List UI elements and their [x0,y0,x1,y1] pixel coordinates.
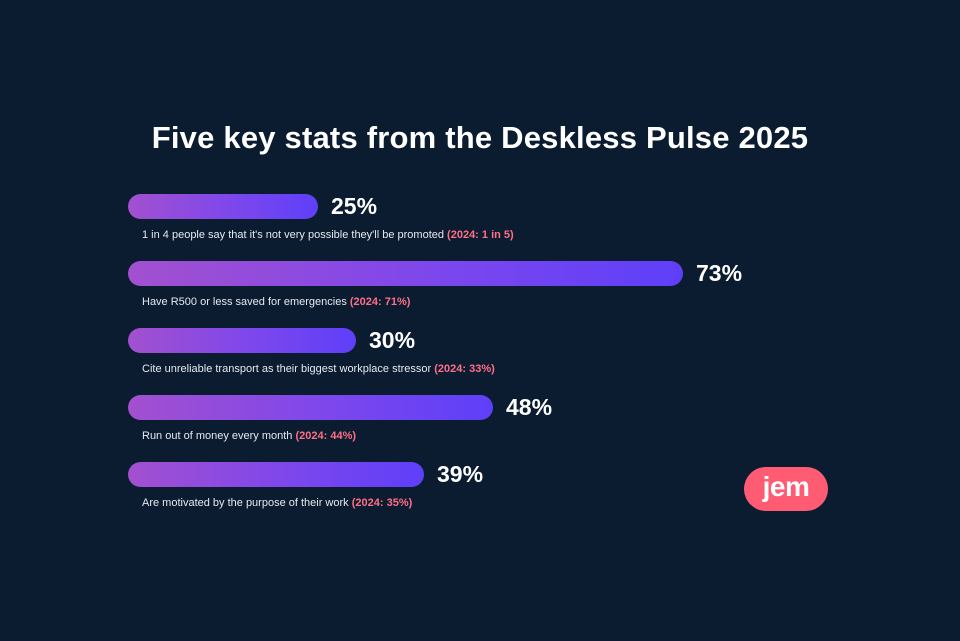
bar [128,462,424,487]
bar [128,395,493,420]
bar-line: 48% [128,394,553,420]
previous-year-value: (2024: 44%) [295,430,357,442]
stat-description: Cite unreliable transport as their bigge… [142,363,495,375]
stat-description: 1 in 4 people say that it's not very pos… [142,229,514,241]
description-text: Are motivated by the purpose of their wo… [142,497,349,509]
value-label: 73% [696,260,743,286]
value-label: 30% [369,327,416,353]
bar [128,194,318,219]
stat-row: 73% Have R500 or less saved for emergenci… [128,260,828,321]
chart-title: Five key stats from the Deskless Pulse 2… [151,120,809,155]
value-label: 25% [331,193,378,219]
stat-row: 30% Cite unreliable transport as their bi… [128,327,828,388]
stat-description: Run out of money every month (2024: 44%) [142,430,356,442]
stat-row: 39% Are motivated by the purpose of their… [128,461,828,522]
stat-description: Are motivated by the purpose of their wo… [142,497,412,509]
bar [128,261,683,286]
bar [128,328,356,353]
value-label: 39% [437,461,484,487]
stat-description: Have R500 or less saved for emergencies … [142,296,410,308]
description-text: Have R500 or less saved for emergencies [142,296,347,308]
bar-line: 39% [128,461,484,487]
stat-row: 25% 1 in 4 people say that it's not very … [128,193,828,254]
bar-line: 73% [128,260,743,286]
jem-logo: jem [744,467,828,511]
previous-year-value: (2024: 35%) [351,497,413,509]
previous-year-value: (2024: 71%) [349,296,411,308]
bar-line: 30% [128,327,416,353]
description-text: Run out of money every month [142,430,293,442]
description-text: Cite unreliable transport as their bigge… [142,363,432,375]
previous-year-value: (2024: 1 in 5) [447,229,514,241]
stat-row: 48% Run out of money every month (2024: 4… [128,394,828,455]
previous-year-value: (2024: 33%) [434,363,495,375]
logo-text: jem [762,471,810,502]
description-text: 1 in 4 people say that it's not very pos… [142,229,444,241]
value-label: 48% [506,394,553,420]
bar-line: 25% [128,193,378,219]
